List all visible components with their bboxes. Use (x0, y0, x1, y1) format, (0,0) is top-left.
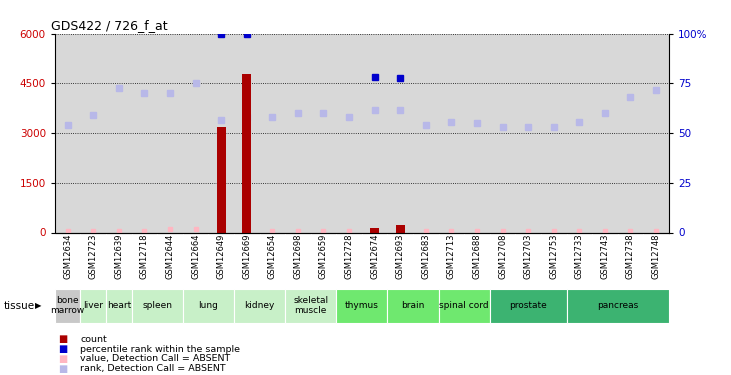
Text: lung: lung (198, 301, 219, 310)
Text: value, Detection Call = ABSENT: value, Detection Call = ABSENT (80, 354, 231, 363)
Bar (234, 289, 285, 322)
Text: GSM12639: GSM12639 (114, 234, 124, 279)
Text: skeletal
muscle: skeletal muscle (293, 296, 328, 315)
Text: GSM12738: GSM12738 (626, 234, 635, 279)
Text: brain: brain (401, 301, 425, 310)
Bar (387, 289, 439, 322)
Text: GSM12644: GSM12644 (165, 234, 175, 279)
Text: heart: heart (107, 301, 131, 310)
Text: GSM12718: GSM12718 (140, 234, 149, 279)
Text: GSM12728: GSM12728 (344, 234, 354, 279)
Text: GSM12674: GSM12674 (370, 234, 379, 279)
Bar (490, 289, 567, 322)
Text: ■: ■ (58, 364, 68, 374)
Text: GSM12654: GSM12654 (268, 234, 277, 279)
Text: count: count (80, 335, 107, 344)
Bar (183, 289, 234, 322)
Bar (106, 289, 132, 322)
Text: ▶: ▶ (35, 301, 42, 310)
Text: GSM12683: GSM12683 (421, 234, 431, 279)
Bar (55, 289, 80, 322)
Text: GSM12708: GSM12708 (498, 234, 507, 279)
Text: ■: ■ (58, 354, 68, 364)
Bar (439, 289, 490, 322)
Text: pancreas: pancreas (597, 301, 638, 310)
Text: percentile rank within the sample: percentile rank within the sample (80, 345, 240, 354)
Text: ■: ■ (58, 344, 68, 354)
Text: tissue: tissue (4, 301, 35, 310)
Bar (132, 289, 183, 322)
Bar (285, 289, 336, 322)
Text: GSM12693: GSM12693 (395, 234, 405, 279)
Text: GSM12723: GSM12723 (88, 234, 98, 279)
Bar (336, 289, 387, 322)
Text: GSM12669: GSM12669 (242, 234, 251, 279)
Text: ■: ■ (58, 334, 68, 344)
Text: GSM12664: GSM12664 (191, 234, 200, 279)
Bar (370, 228, 379, 232)
Text: liver: liver (83, 301, 103, 310)
Text: GSM12748: GSM12748 (651, 234, 661, 279)
Bar (395, 225, 405, 232)
Bar (80, 289, 106, 322)
Text: GSM12703: GSM12703 (523, 234, 533, 279)
Text: GSM12698: GSM12698 (293, 234, 303, 279)
Text: GSM12649: GSM12649 (216, 234, 226, 279)
Text: GSM12688: GSM12688 (472, 234, 482, 279)
Bar (242, 74, 251, 232)
Text: GSM12743: GSM12743 (600, 234, 610, 279)
Text: GDS422 / 726_f_at: GDS422 / 726_f_at (51, 19, 168, 32)
Text: GSM12713: GSM12713 (447, 234, 456, 279)
Text: GSM12753: GSM12753 (549, 234, 558, 279)
Text: kidney: kidney (244, 301, 275, 310)
Text: thymus: thymus (345, 301, 379, 310)
Bar (567, 289, 669, 322)
Text: rank, Detection Call = ABSENT: rank, Detection Call = ABSENT (80, 364, 226, 373)
Text: spinal cord: spinal cord (439, 301, 489, 310)
Text: spleen: spleen (142, 301, 173, 310)
Bar (216, 126, 226, 232)
Text: GSM12659: GSM12659 (319, 234, 328, 279)
Text: GSM12733: GSM12733 (575, 234, 584, 279)
Text: bone
marrow: bone marrow (50, 296, 85, 315)
Text: prostate: prostate (510, 301, 547, 310)
Text: GSM12634: GSM12634 (63, 234, 72, 279)
